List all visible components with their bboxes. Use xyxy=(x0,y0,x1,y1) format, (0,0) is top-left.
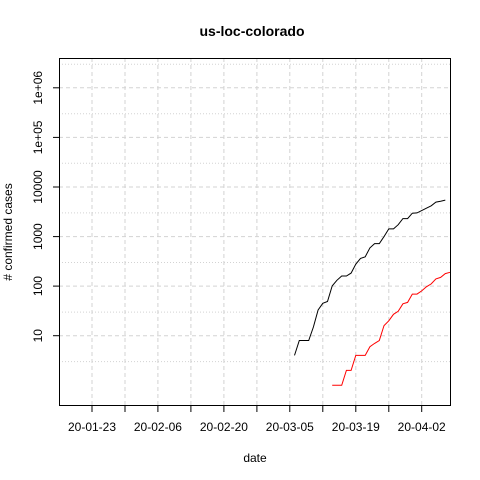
grid-lines xyxy=(59,58,450,405)
chart-title: us-loc-colorado xyxy=(199,23,304,39)
x-tick-label: 20-02-06 xyxy=(134,420,182,434)
x-axis-label: date xyxy=(243,451,267,465)
x-tick-label: 20-04-02 xyxy=(398,420,446,434)
y-tick-label: 1e+05 xyxy=(31,120,45,154)
series-line-1 xyxy=(294,199,446,356)
y-tick-label: 10000 xyxy=(31,170,45,204)
plot-frame xyxy=(59,58,451,406)
y-axis-label: # confirmed cases xyxy=(1,183,15,280)
y-tick-label: 10 xyxy=(31,329,45,343)
y-tick-label: 1e+06 xyxy=(31,71,45,105)
y-tick-label: 100 xyxy=(31,276,45,296)
x-axis: 20-01-23 20-02-06 20-02-20 20-03-05 20-03-19… xyxy=(68,406,446,434)
x-tick-label: 20-02-20 xyxy=(200,420,248,434)
x-tick-label: 20-03-19 xyxy=(332,420,380,434)
y-axis: 10 100 1000 10000 1e+05 1e+06 xyxy=(31,71,59,343)
x-tick-label: 20-01-23 xyxy=(68,420,116,434)
x-tick-label: 20-03-05 xyxy=(266,420,314,434)
y-tick-label: 1000 xyxy=(31,223,45,250)
series-lines xyxy=(294,199,451,386)
series-line-2 xyxy=(332,271,451,386)
